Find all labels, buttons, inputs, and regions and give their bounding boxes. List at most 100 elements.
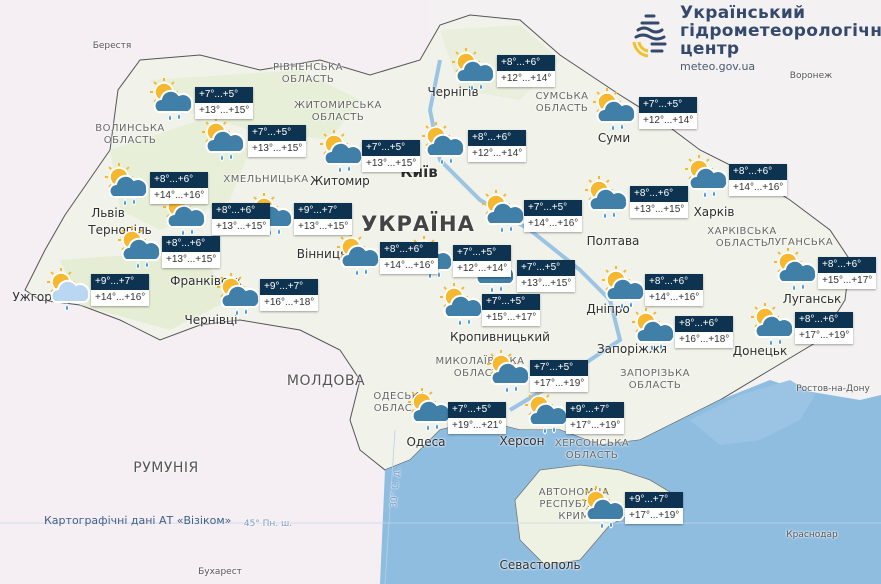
- temperature-box: +8°...+6° +13°...+15°: [212, 203, 271, 235]
- day-temperature: +12°...+14°: [453, 261, 512, 277]
- day-temperature: +14°...+16°: [380, 258, 439, 274]
- sun-cloud-rain-icon: [598, 264, 650, 314]
- day-temperature: +15°...+17°: [482, 310, 541, 326]
- night-temperature: +7°...+5°: [639, 97, 698, 113]
- night-temperature: +8°...+6°: [630, 186, 689, 202]
- temperature-box: +9°...+7° +16°...+18°: [260, 279, 319, 311]
- temperature-box: +7°...+5° +13°...+15°: [195, 87, 254, 119]
- region-label-sumy: СУМСЬКА ОБЛАСТЬ: [535, 91, 589, 114]
- region-label-zhytomyr: ЖИТОМИРСЬКА ОБЛАСТЬ: [294, 100, 382, 123]
- temperature-box: +7°...+5° +14°...+16°: [524, 200, 583, 232]
- azov-sea: [690, 380, 815, 445]
- city-chernihiv: Чернігів: [427, 85, 479, 99]
- ugmc-logo-icon: [632, 14, 667, 58]
- sun-cloud-rain-icon: [316, 128, 368, 178]
- region-label-kharkiv: ХАРКІВСЬКА ОБЛАСТЬ: [707, 226, 777, 249]
- temperature-box: +8°...+6° +16°...+18°: [675, 316, 734, 348]
- day-temperature: +12°...+14°: [468, 146, 527, 162]
- region-label-odesa: ОДЕСЬКА ОБЛАСТЬ: [373, 391, 427, 414]
- night-temperature: +7°...+5°: [530, 360, 589, 376]
- city-bucharest: Бухарест: [198, 567, 242, 577]
- sun-cloud-rain-icon: [213, 271, 265, 321]
- day-temperature: +17°...+19°: [566, 418, 625, 434]
- country-label-moldova: МОЛДОВА: [286, 373, 366, 389]
- city-odesa: Одеса: [406, 435, 446, 449]
- temperature-box: +8°...+6° +13°...+15°: [630, 186, 689, 218]
- sun-cloud-rain-icon: [747, 301, 799, 351]
- city-zhytomyr: Житомир: [310, 174, 370, 188]
- sun-cloud-rain-icon: [114, 224, 166, 274]
- city-donetsk: Донецьк: [732, 344, 788, 358]
- city-brest: Берестя: [92, 41, 132, 51]
- sun-cloud-rain-icon: [628, 306, 680, 356]
- temperature-box: +7°...+5° +13°...+15°: [517, 260, 576, 292]
- day-temperature: +16°...+18°: [260, 295, 319, 311]
- temperature-box: +7°...+5° +19°...+21°: [448, 402, 507, 434]
- sun-cloud-rain-icon: [681, 153, 733, 203]
- day-temperature: +13°...+15°: [248, 141, 307, 157]
- region-label-zaporizhzhia: ЗАПОРІЗЬКА ОБЛАСТЬ: [620, 368, 690, 391]
- night-temperature: +9°...+7°: [260, 279, 319, 295]
- night-temperature: +7°...+5°: [453, 245, 512, 261]
- day-temperature: +13°...+15°: [630, 202, 689, 218]
- temperature-box: +8°...+6° +14°...+16°: [645, 274, 704, 306]
- night-temperature: +7°...+5°: [482, 294, 541, 310]
- website-link[interactable]: meteo.gov.ua: [680, 60, 756, 73]
- temperature-box: +8°...+6° +13°...+15°: [162, 236, 221, 268]
- city-kharkiv: Харків: [693, 205, 735, 219]
- day-temperature: +14°...+16°: [91, 290, 150, 306]
- day-temperature: +17°...+19°: [530, 376, 589, 392]
- sun-cloud-rain-icon: [146, 76, 198, 126]
- city-dnipro: Дніпро: [586, 302, 630, 316]
- night-temperature: +8°...+6°: [645, 274, 704, 290]
- day-temperature: +17°...+19°: [625, 508, 684, 524]
- sun-cloud-rain-icon: [581, 174, 633, 224]
- day-temperature: +14°...+16°: [524, 216, 583, 232]
- night-temperature: +7°...+5°: [448, 402, 507, 418]
- night-temperature: +7°...+5°: [362, 140, 421, 156]
- city-zaporizhzhia: Запоріжжя: [596, 342, 668, 356]
- city-poltava: Полтава: [586, 234, 640, 248]
- city-sumy: Суми: [597, 131, 631, 145]
- day-temperature: +19°...+21°: [448, 418, 507, 434]
- night-temperature: +9°...+7°: [566, 402, 625, 418]
- sun-light-cloud-rain-icon: [43, 266, 95, 316]
- day-temperature: +12°...+14°: [639, 113, 698, 129]
- day-temperature: +13°...+15°: [517, 276, 576, 292]
- temperature-box: +8°...+6° +15°...+17°: [818, 257, 877, 289]
- region-label-rivne: РІВНЕНСЬКА ОБЛАСТЬ: [273, 62, 343, 85]
- parallel-label: 45° Пн. ш.: [243, 519, 293, 529]
- night-temperature: +8°...+6°: [380, 242, 439, 258]
- org-name-line3: центр: [680, 39, 740, 59]
- day-temperature: +13°...+15°: [195, 103, 254, 119]
- temperature-box: +7°...+5° +15°...+17°: [482, 294, 541, 326]
- sun-cloud-rain-icon: [478, 188, 530, 238]
- temperature-box: +7°...+5° +17°...+19°: [530, 360, 589, 392]
- city-lviv: Львів: [91, 206, 125, 220]
- sun-cloud-rain-icon: [770, 246, 822, 296]
- day-temperature: +13°...+15°: [162, 252, 221, 268]
- sun-cloud-rain-icon: [333, 231, 385, 281]
- region-label-kherson: ХЕРСОНСЬКА ОБЛАСТЬ: [554, 438, 630, 461]
- night-temperature: +7°...+5°: [524, 200, 583, 216]
- region-label-mykolaiv: МИКОЛАЇВСЬКА ОБЛАСТЬ: [435, 356, 525, 379]
- temperature-box: +9°...+7° +17°...+19°: [566, 402, 625, 434]
- day-temperature: +17°...+19°: [795, 328, 854, 344]
- night-temperature: +8°...+6°: [675, 316, 734, 332]
- night-temperature: +8°...+6°: [162, 236, 221, 252]
- org-name-line2: гідрометеорологічний: [680, 21, 881, 41]
- city-vinnytsia: Вінниця: [296, 247, 348, 261]
- night-temperature: +7°...+5°: [195, 87, 254, 103]
- sun-cloud-rain-icon: [198, 116, 250, 166]
- day-temperature: +15°...+17°: [818, 273, 877, 289]
- temperature-box: +8°...+6° +12°...+14°: [468, 130, 527, 162]
- day-temperature: +13°...+15°: [362, 156, 421, 172]
- temperature-box: +7°...+5° +13°...+15°: [248, 125, 307, 157]
- sun-cloud-rain-icon: [483, 348, 535, 398]
- night-temperature: +8°...+6°: [729, 164, 788, 180]
- region-label-volyn: ВОЛИНСЬКА ОБЛАСТЬ: [95, 123, 165, 146]
- night-temperature: +7°...+5°: [517, 260, 576, 276]
- temperature-box: +9°...+7° +13°...+15°: [294, 203, 353, 235]
- night-temperature: +8°...+6°: [212, 203, 271, 219]
- temperature-box: +7°...+5° +12°...+14°: [453, 245, 512, 277]
